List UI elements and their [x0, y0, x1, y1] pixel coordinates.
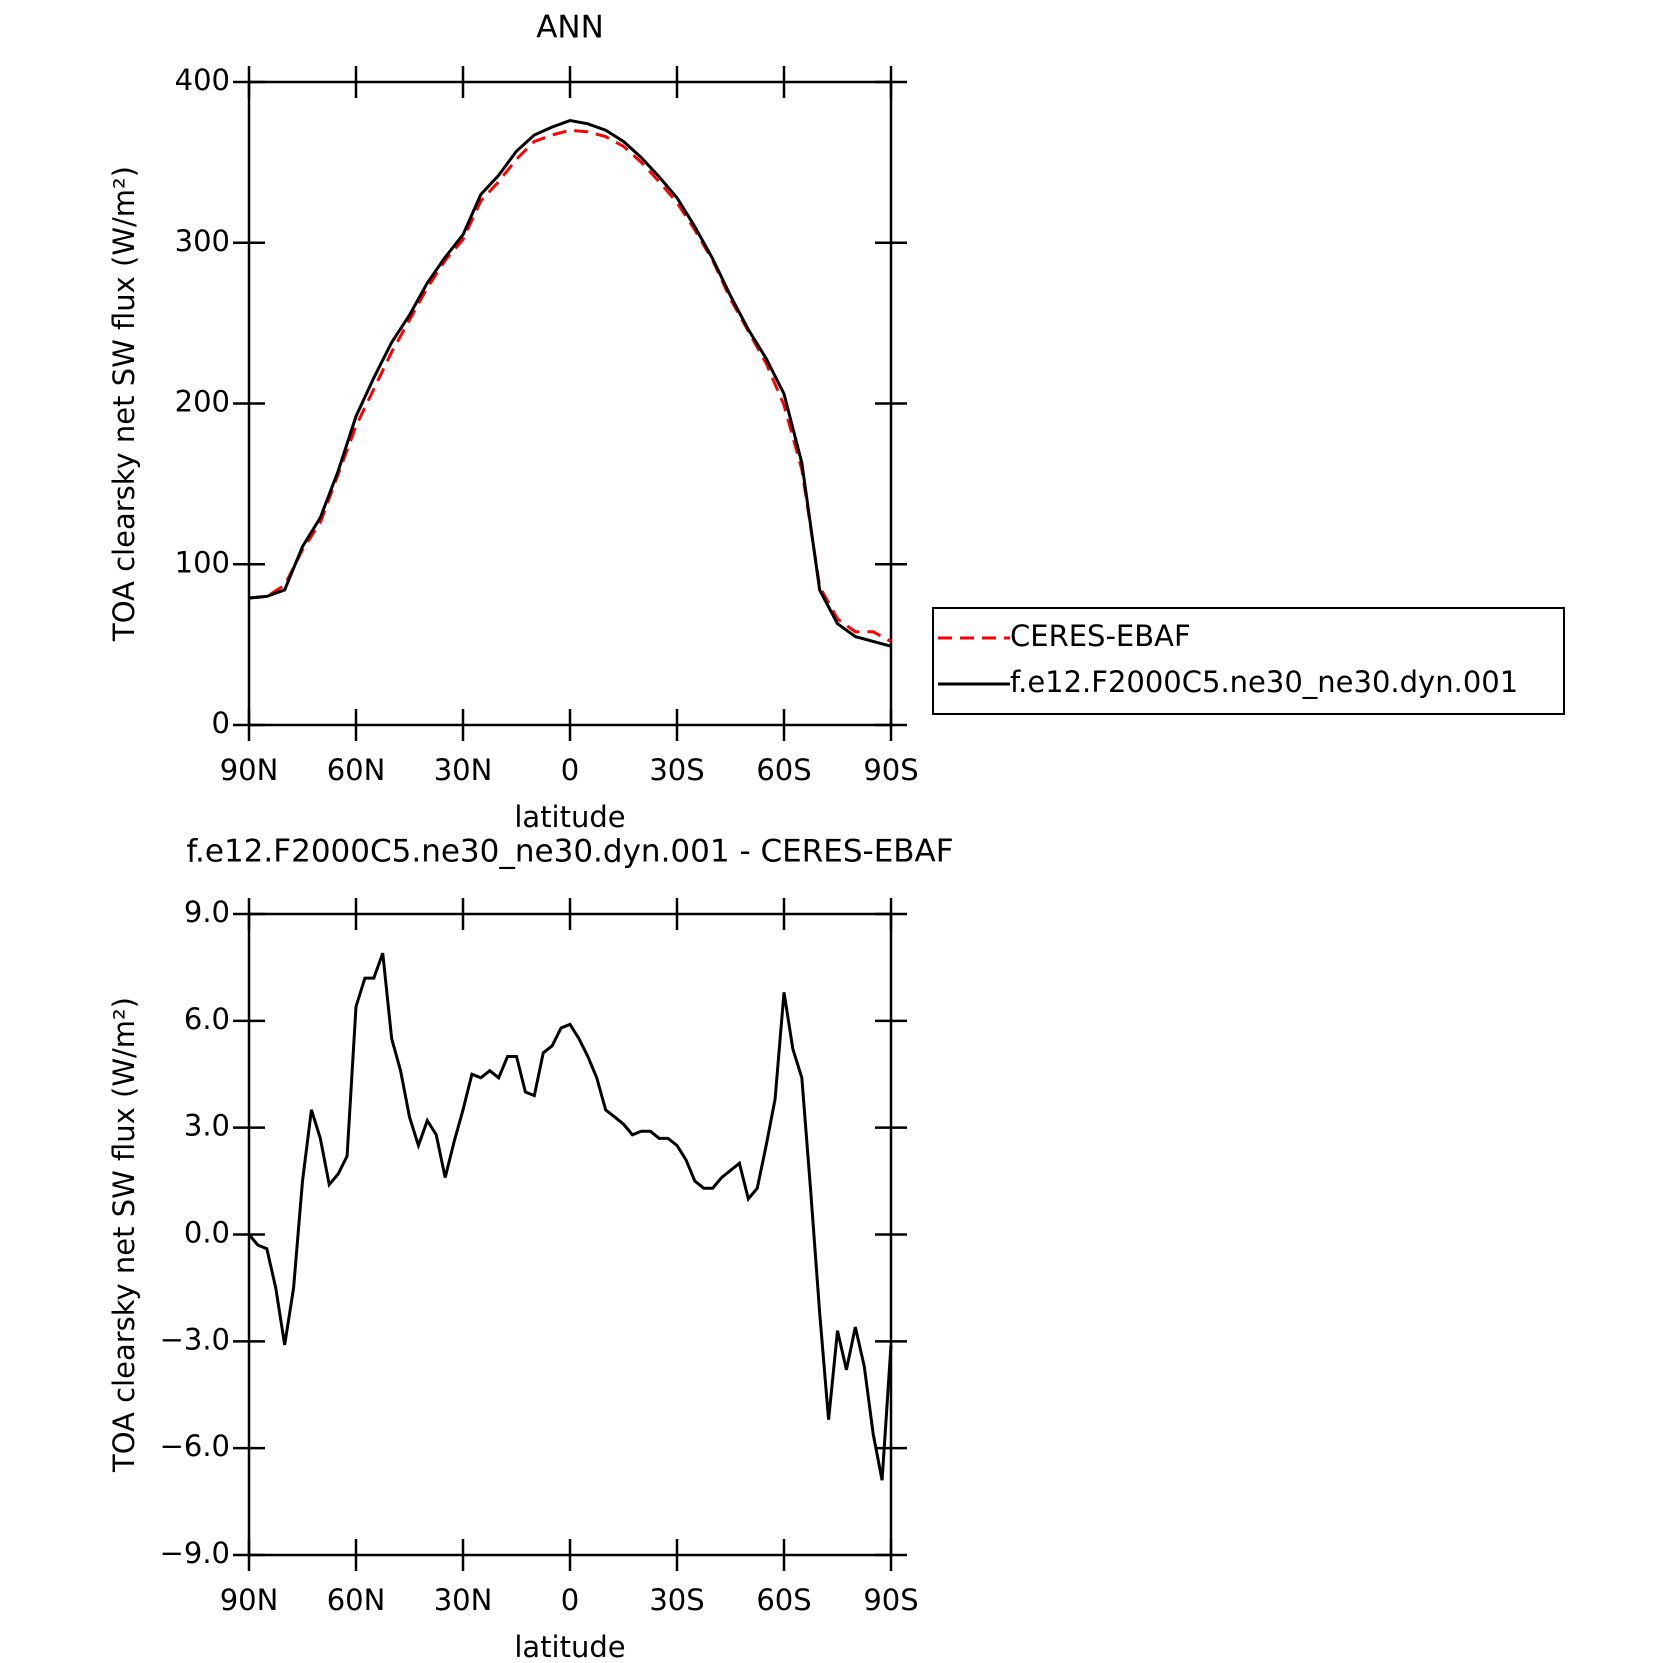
x-tick-label: 60N — [327, 1583, 386, 1617]
y-tick-label: 200 — [175, 385, 230, 419]
plot-frame — [247, 80, 893, 727]
x-tick-label: 0 — [561, 753, 579, 787]
data-line — [247, 952, 893, 1481]
y-tick-label: 3.0 — [184, 1109, 230, 1143]
y-tick-label: 6.0 — [184, 1002, 230, 1036]
legend-label: CERES-EBAF — [1010, 619, 1191, 653]
legend-box — [932, 607, 1565, 715]
x-tick-label: 60S — [756, 1583, 811, 1617]
x-tick-label: 30N — [434, 1583, 493, 1617]
x-axis-label: latitude — [514, 1630, 625, 1663]
data-line — [248, 119, 892, 648]
y-tick-label: 400 — [175, 63, 230, 97]
x-tick-label: 60S — [756, 753, 811, 787]
x-tick-label: 90S — [863, 753, 918, 787]
y-tick-label: −9.0 — [160, 1536, 230, 1570]
legend-label: f.e12.F2000C5.ne30_ne30.dyn.001 — [1010, 665, 1518, 699]
x-tick-label: 90N — [220, 1583, 279, 1617]
x-tick-label: 60N — [327, 753, 386, 787]
y-tick-label: 0 — [212, 706, 230, 740]
x-tick-label: 90S — [863, 1583, 918, 1617]
y-axis-label: TOA clearsky net SW flux (W/m²) — [107, 166, 141, 642]
x-tick-label: 90N — [220, 753, 279, 787]
y-tick-label: −6.0 — [160, 1429, 230, 1463]
y-tick-label: 100 — [175, 545, 230, 579]
y-tick-label: 300 — [175, 224, 230, 258]
x-tick-label: 30N — [434, 753, 493, 787]
data-line — [248, 128, 892, 643]
y-axis-label: TOA clearsky net SW flux (W/m²) — [107, 997, 141, 1473]
x-tick-label: 0 — [561, 1583, 579, 1617]
x-tick-label: 30S — [649, 1583, 704, 1617]
chart-title: f.e12.F2000C5.ne30_ne30.dyn.001 - CERES-… — [186, 834, 953, 870]
plot-frame — [247, 912, 893, 1557]
y-tick-label: 0.0 — [184, 1216, 230, 1250]
y-tick-label: 9.0 — [184, 895, 230, 929]
chart-title: ANN — [536, 10, 604, 46]
x-tick-label: 30S — [649, 753, 704, 787]
y-tick-label: −3.0 — [160, 1322, 230, 1356]
x-axis-label: latitude — [514, 800, 625, 834]
